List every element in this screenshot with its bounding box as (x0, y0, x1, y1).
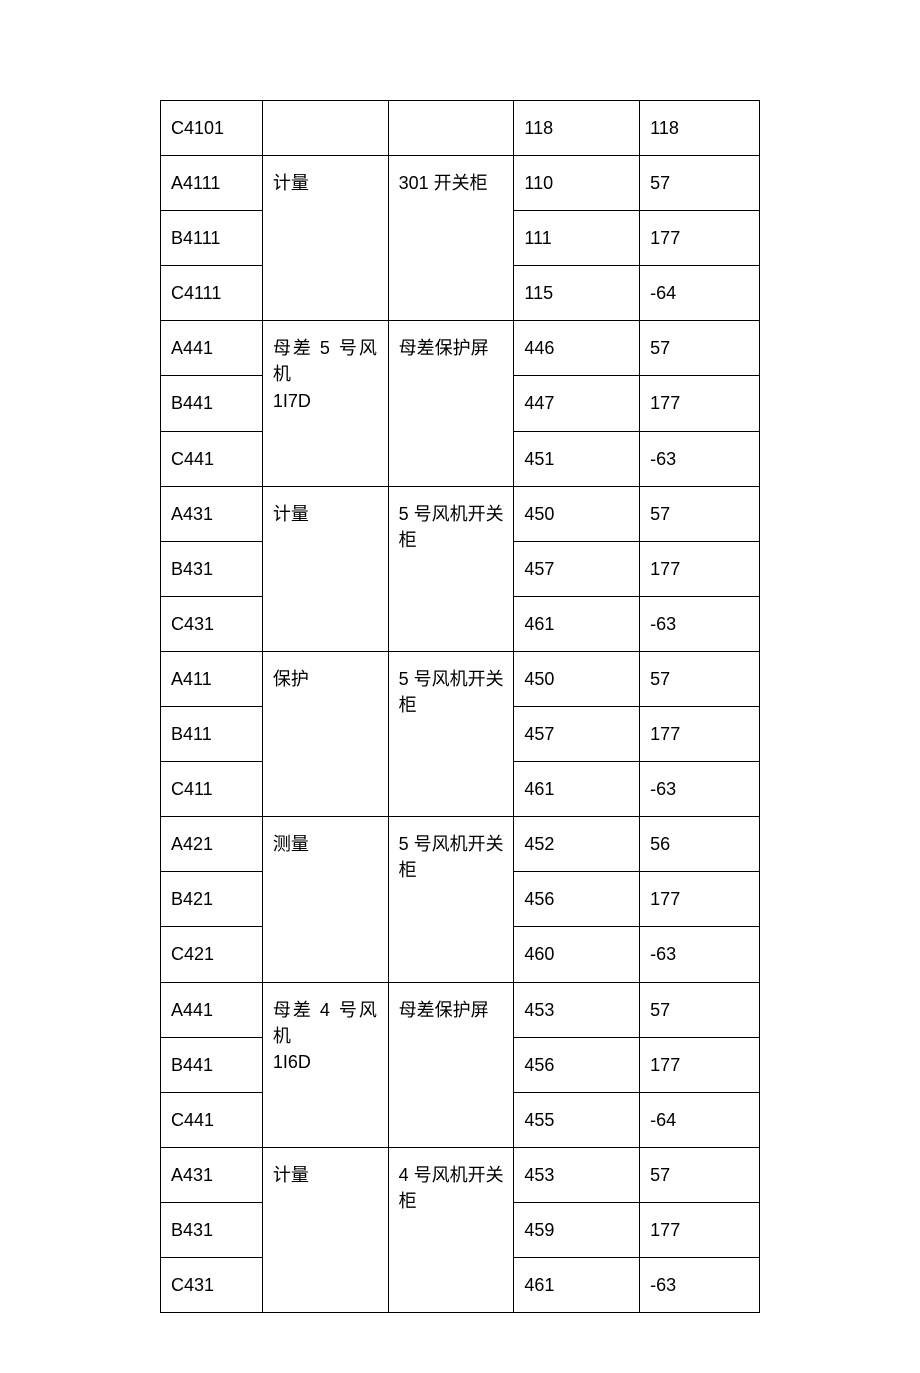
table-cell: 57 (640, 1147, 760, 1202)
table-cell (388, 101, 514, 156)
table-cell: 56 (640, 817, 760, 872)
data-table: C4101118118A4111计量301 开关柜11057B411111117… (160, 100, 760, 1313)
table-cell: 4 号风机开关柜 (388, 1147, 514, 1312)
table-cell: 计量 (262, 156, 388, 321)
table-cell: 57 (640, 156, 760, 211)
table-cell: 453 (514, 982, 640, 1037)
table-cell: A421 (161, 817, 263, 872)
table-cell: A4111 (161, 156, 263, 211)
table-cell: 455 (514, 1092, 640, 1147)
table-cell: 453 (514, 1147, 640, 1202)
table-cell: 451 (514, 431, 640, 486)
table-cell: 177 (640, 211, 760, 266)
table-cell: C4101 (161, 101, 263, 156)
table-cell: 177 (640, 1037, 760, 1092)
table-cell: A441 (161, 321, 263, 376)
table-cell: 母差 5 号风机1I7D (262, 321, 388, 486)
table-cell: 177 (640, 541, 760, 596)
table-cell: -63 (640, 596, 760, 651)
table-cell: -63 (640, 1257, 760, 1312)
table-row: A441母差 5 号风机1I7D母差保护屏44657 (161, 321, 760, 376)
table-row: A411保护5 号风机开关柜45057 (161, 651, 760, 706)
table-cell: 461 (514, 1257, 640, 1312)
table-cell: 457 (514, 541, 640, 596)
table-cell: B421 (161, 872, 263, 927)
table-cell: 57 (640, 651, 760, 706)
table-cell: B441 (161, 1037, 263, 1092)
table-cell: 115 (514, 266, 640, 321)
table-cell: 母差保护屏 (388, 982, 514, 1147)
table-cell: 456 (514, 872, 640, 927)
table-cell: 57 (640, 486, 760, 541)
table-cell: 母差 4 号风机1I6D (262, 982, 388, 1147)
table-cell: 118 (514, 101, 640, 156)
table-cell: -64 (640, 266, 760, 321)
table-cell: 5 号风机开关柜 (388, 486, 514, 651)
document-page: C4101118118A4111计量301 开关柜11057B411111117… (0, 0, 920, 1373)
table-cell: 57 (640, 982, 760, 1037)
table-cell: 452 (514, 817, 640, 872)
table-cell: 461 (514, 762, 640, 817)
table-cell (262, 101, 388, 156)
table-cell: 111 (514, 211, 640, 266)
table-cell: 177 (640, 872, 760, 927)
table-cell: 457 (514, 707, 640, 762)
table-row: A421测量5 号风机开关柜45256 (161, 817, 760, 872)
table-cell: 测量 (262, 817, 388, 982)
table-cell: A411 (161, 651, 263, 706)
table-cell: 保护 (262, 651, 388, 816)
table-cell: B431 (161, 1202, 263, 1257)
table-cell: -64 (640, 1092, 760, 1147)
table-cell: A441 (161, 982, 263, 1037)
table-cell: 301 开关柜 (388, 156, 514, 321)
table-cell: 447 (514, 376, 640, 431)
table-cell: C441 (161, 431, 263, 486)
table-cell: B441 (161, 376, 263, 431)
table-cell: C411 (161, 762, 263, 817)
table-row: C4101 118118 (161, 101, 760, 156)
table-cell: 计量 (262, 1147, 388, 1312)
table-cell: 461 (514, 596, 640, 651)
table-cell: 57 (640, 321, 760, 376)
table-cell: 计量 (262, 486, 388, 651)
table-cell: 177 (640, 1202, 760, 1257)
table-cell: 母差保护屏 (388, 321, 514, 486)
table-cell: C4111 (161, 266, 263, 321)
table-cell: 177 (640, 707, 760, 762)
table-row: A441母差 4 号风机1I6D母差保护屏45357 (161, 982, 760, 1037)
table-cell: -63 (640, 431, 760, 486)
table-body: C4101118118A4111计量301 开关柜11057B411111117… (161, 101, 760, 1313)
table-cell: C441 (161, 1092, 263, 1147)
table-cell: -63 (640, 927, 760, 982)
table-cell: 456 (514, 1037, 640, 1092)
table-row: A4111计量301 开关柜11057 (161, 156, 760, 211)
table-cell: 446 (514, 321, 640, 376)
table-cell: -63 (640, 762, 760, 817)
table-cell: 5 号风机开关柜 (388, 651, 514, 816)
table-cell: C431 (161, 596, 263, 651)
table-row: A431计量5 号风机开关柜45057 (161, 486, 760, 541)
table-cell: 118 (640, 101, 760, 156)
table-cell: C431 (161, 1257, 263, 1312)
table-cell: 460 (514, 927, 640, 982)
table-cell: A431 (161, 486, 263, 541)
table-cell: 177 (640, 376, 760, 431)
table-cell: A431 (161, 1147, 263, 1202)
table-cell: 5 号风机开关柜 (388, 817, 514, 982)
table-cell: 459 (514, 1202, 640, 1257)
table-cell: 110 (514, 156, 640, 211)
table-cell: B431 (161, 541, 263, 596)
table-cell: 450 (514, 486, 640, 541)
table-cell: 450 (514, 651, 640, 706)
table-cell: B4111 (161, 211, 263, 266)
table-row: A431计量4 号风机开关柜45357 (161, 1147, 760, 1202)
table-cell: C421 (161, 927, 263, 982)
table-cell: B411 (161, 707, 263, 762)
